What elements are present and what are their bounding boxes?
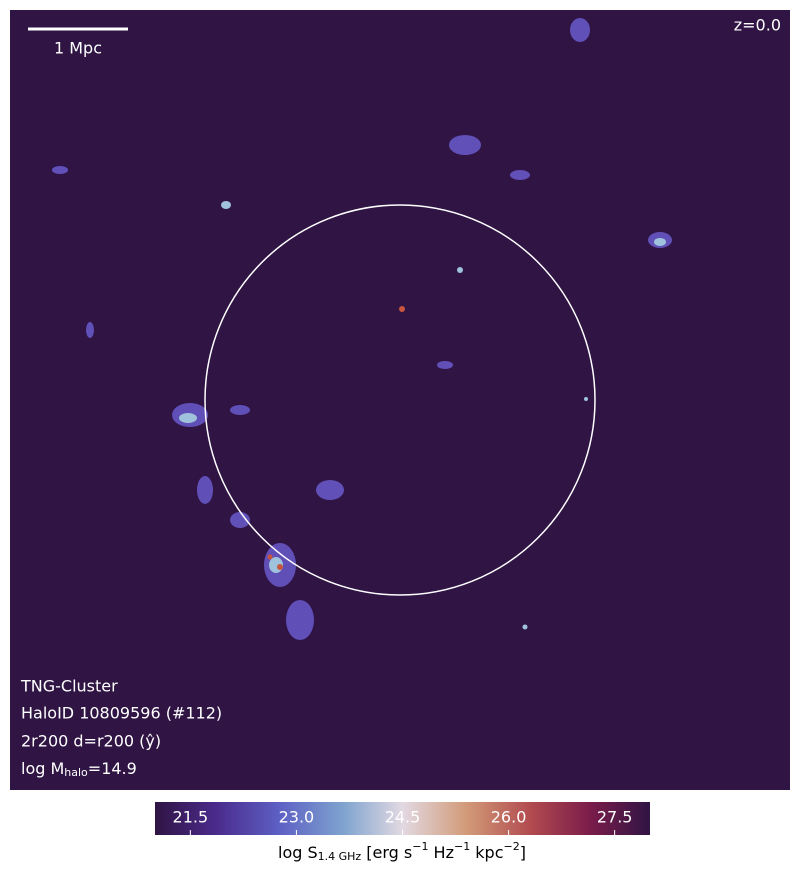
map-panel	[10, 10, 790, 790]
label-part: Hz	[428, 843, 454, 862]
colorbar-tick-label: 26.0	[491, 808, 527, 827]
label-part: ]	[520, 843, 526, 862]
r200-circle	[204, 204, 596, 596]
label-part: [erg s	[361, 843, 412, 862]
label-sub: 1.4 GHz	[318, 850, 362, 863]
colorbar-tick-label: 21.5	[173, 808, 209, 827]
mass-subscript: halo	[64, 766, 88, 779]
label-sup: −2	[504, 840, 520, 853]
colorbar-label: log S1.4 GHz [erg s−1 Hz−1 kpc−2]	[278, 840, 526, 863]
label-sup: −1	[454, 840, 470, 853]
simulation-label: TNG-Cluster	[20, 677, 118, 696]
colorbar-tick-label: 24.5	[385, 808, 421, 827]
label-part: kpc	[470, 843, 503, 862]
label-part: log S	[278, 843, 318, 862]
redshift-label: z=0.0	[734, 16, 781, 35]
projection-label: 2r200 d=r200 (ŷ)	[21, 732, 161, 751]
mass-text: log M	[21, 759, 64, 778]
mass-label: log Mhalo=14.9	[21, 759, 137, 780]
colorbar-tick-label: 27.5	[597, 808, 633, 827]
label-sup: −1	[412, 840, 428, 853]
colorbar-tick-label: 23.0	[279, 808, 315, 827]
halo-id-label: HaloID 10809596 (#112)	[21, 704, 222, 723]
colorbar	[155, 802, 650, 835]
emission-blobs	[52, 18, 672, 640]
mass-value: =14.9	[88, 759, 137, 778]
colorbar-ticks: 21.5 23.0 24.5 26.0 27.5	[173, 808, 633, 835]
scale-bar-label: 1 Mpc	[54, 39, 102, 58]
